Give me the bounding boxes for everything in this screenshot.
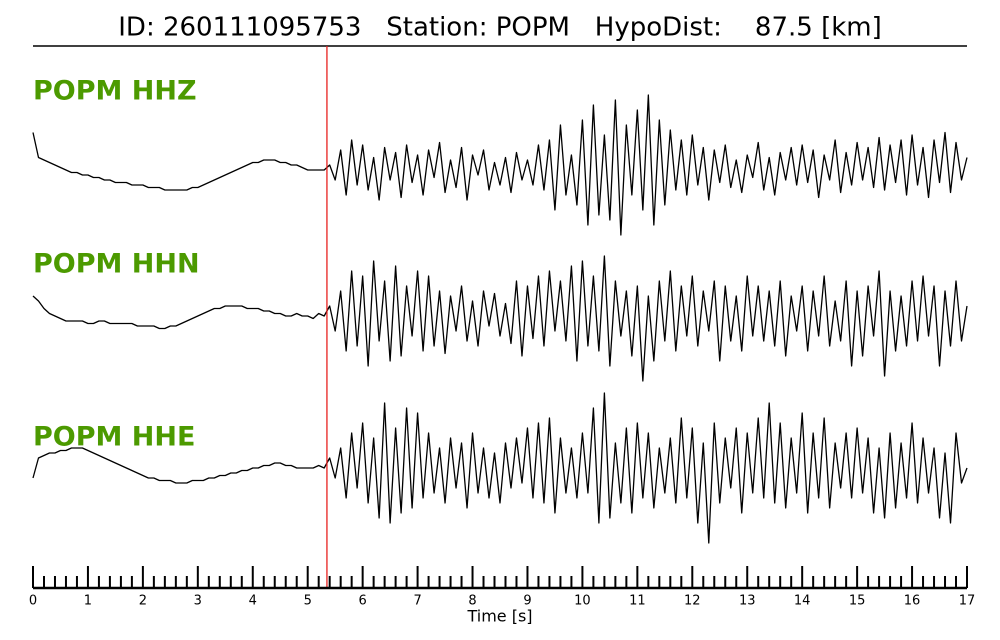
x-tick-label: 12	[684, 594, 701, 609]
x-tick-label: 9	[523, 594, 531, 609]
x-axis-label: Time [s]	[466, 607, 532, 626]
x-tick-label: 5	[304, 594, 312, 609]
x-tick-label: 2	[139, 594, 147, 609]
trace-label: POPM HHE	[33, 422, 195, 453]
x-tick-label: 14	[794, 594, 811, 609]
x-tick-label: 6	[359, 594, 367, 609]
x-tick-label: 0	[29, 594, 37, 609]
x-tick-label: 7	[413, 594, 421, 609]
waveform	[32, 255, 968, 382]
x-tick-label: 17	[959, 594, 976, 609]
trace-label: POPM HHZ	[33, 76, 197, 107]
x-tick-label: 13	[739, 594, 756, 609]
trace-label: POPM HHN	[33, 249, 200, 280]
waveform	[32, 392, 968, 544]
x-tick-label: 4	[249, 594, 257, 609]
x-tick-label: 1	[84, 594, 92, 609]
x-tick-label: 11	[629, 594, 646, 609]
x-tick-label: 16	[904, 594, 921, 609]
chart-title: ID: 260111095753 Station: POPM HypoDist:…	[118, 13, 882, 43]
x-tick-label: 8	[468, 594, 476, 609]
x-tick-label: 10	[574, 594, 591, 609]
waveform	[32, 94, 968, 236]
x-tick-label: 15	[849, 594, 866, 609]
x-tick-label: 3	[194, 594, 202, 609]
